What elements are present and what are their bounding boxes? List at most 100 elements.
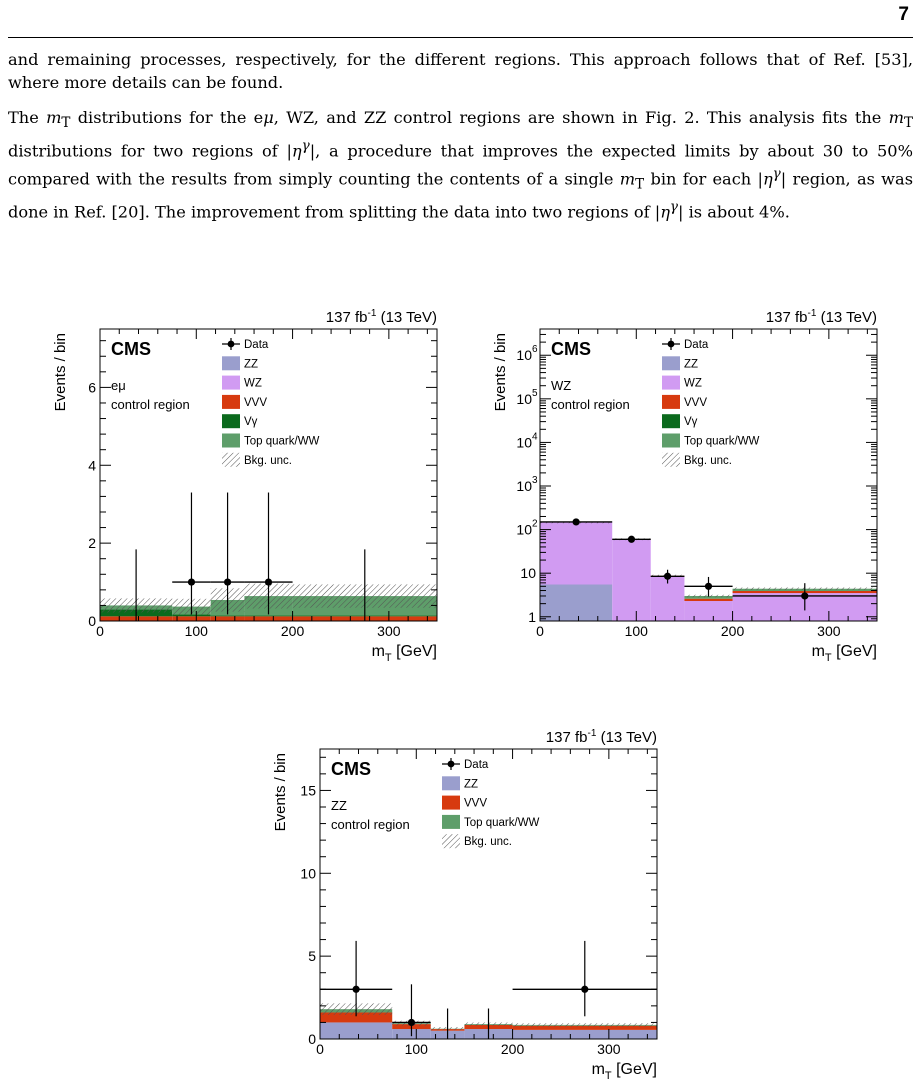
- x-tick-label: 300: [817, 623, 841, 639]
- x-axis-sub: T: [825, 652, 832, 664]
- x-tick-label: 200: [281, 623, 305, 639]
- legend-label: Top quark/WW: [244, 436, 320, 448]
- data-point: [704, 582, 713, 590]
- y-tick-exponent: 6: [532, 344, 538, 355]
- region-label: eμ: [111, 378, 126, 393]
- y-tick-exponent: 5: [532, 388, 538, 399]
- y-tick-label: 10: [520, 565, 536, 581]
- plot-frame: [539, 328, 878, 622]
- legend-data-marker: [447, 760, 455, 768]
- x-tick-label: 0: [536, 623, 544, 639]
- legend-label: Bkg. unc.: [464, 836, 512, 848]
- bar-WZ: [684, 601, 733, 621]
- legend-swatch: [222, 433, 240, 448]
- x-axis-title: mT [GeV]: [812, 643, 877, 664]
- x-tick-label: 0: [96, 623, 104, 639]
- lumi-exponent: -1: [808, 308, 817, 319]
- y-tick-label: 4: [88, 457, 96, 473]
- data-point: [663, 572, 672, 580]
- x-axis-var: m: [372, 643, 385, 660]
- legend-swatch: [662, 433, 680, 448]
- lumi-value: 137 fb: [766, 309, 808, 326]
- legend-label: ZZ: [244, 358, 258, 370]
- y-tick-label: 15: [300, 782, 316, 798]
- lumi-value: 137 fb: [326, 309, 368, 326]
- bar-ZZ: [540, 584, 613, 621]
- y-tick-label: 10: [300, 865, 316, 881]
- legend-swatch: [442, 795, 460, 810]
- x-tick-label: 300: [597, 1041, 621, 1057]
- bar-ZZ: [320, 1022, 393, 1039]
- bar-VVV: [172, 616, 211, 621]
- data-point: [407, 1018, 416, 1027]
- bar-Vγ: [210, 615, 245, 617]
- y-tick-label: 1: [528, 609, 536, 625]
- x-axis-title: mT [GeV]: [592, 1061, 657, 1082]
- x-tick-label: 100: [185, 623, 209, 639]
- data-point: [581, 985, 589, 993]
- region-label: control region: [111, 397, 190, 412]
- bar-VVV: [320, 1012, 393, 1023]
- region-label: ZZ: [331, 798, 347, 813]
- bar-Top quark/WW: [684, 595, 733, 599]
- lumi-label: 137 fb-1 (13 TeV): [546, 728, 657, 746]
- region-label: WZ: [551, 378, 571, 393]
- legend-swatch: [222, 394, 240, 409]
- data-point: [801, 592, 809, 600]
- legend-label: ZZ: [464, 778, 478, 790]
- x-axis-var: m: [592, 1061, 605, 1078]
- legend-label: WZ: [684, 378, 702, 390]
- legend-swatch: [662, 394, 680, 409]
- legend-label: ZZ: [684, 358, 698, 370]
- legend-label: Data: [464, 759, 489, 771]
- data-point: [572, 518, 580, 526]
- x-axis-unit: [GeV]: [832, 643, 877, 660]
- x-tick-label: 300: [377, 623, 401, 639]
- legend-swatch: [662, 356, 680, 371]
- legend-label: Top quark/WW: [464, 817, 540, 829]
- legend-swatch: [222, 375, 240, 390]
- y-tick-label: 10: [516, 347, 532, 363]
- y-axis-title: Events / bin: [52, 333, 69, 411]
- legend-label: WZ: [244, 378, 262, 390]
- legend-swatch: [662, 375, 680, 390]
- uncertainty-band: [512, 1023, 657, 1027]
- x-tick-label: 200: [501, 1041, 525, 1057]
- y-tick-label: 10: [516, 522, 532, 538]
- y-tick-label: 6: [88, 379, 96, 395]
- legend-swatch-bkg-unc: [662, 452, 680, 467]
- legend-label: VVV: [244, 397, 267, 409]
- y-tick-label: 5: [308, 948, 316, 964]
- data-point: [352, 985, 360, 993]
- paragraph-1: and remaining processes, respectively, f…: [8, 50, 913, 92]
- paragraph-2: The mT distributions for the eμ, WZ, and…: [8, 108, 913, 222]
- legend-swatch: [442, 776, 460, 791]
- legend-label: VVV: [464, 798, 487, 810]
- lumi-energy: (13 TeV): [596, 729, 657, 746]
- bar-VVV: [512, 1025, 657, 1030]
- legend-label: Top quark/WW: [684, 436, 760, 448]
- legend-label: Vγ: [684, 416, 698, 428]
- plot-frame: [99, 328, 438, 622]
- lumi-value: 137 fb: [546, 729, 588, 746]
- y-tick-exponent: 4: [532, 431, 538, 442]
- legend-label: Bkg. unc.: [244, 455, 292, 467]
- bar-Vγ: [172, 614, 211, 617]
- plot-frame: [319, 748, 658, 1040]
- y-tick-label: 0: [88, 613, 96, 629]
- bar-WZ: [650, 576, 685, 621]
- bar-WZ: [540, 522, 613, 585]
- legend-label: Bkg. unc.: [684, 455, 732, 467]
- data-point: [187, 578, 196, 586]
- x-tick-label: 100: [405, 1041, 429, 1057]
- chart-emu-control-region: 0 100 200 300 0 2 4 6 137 fb-1 (13 TeV) CMS eμ cont…: [52, 308, 438, 664]
- bar-Vγ: [244, 615, 293, 617]
- bar-ZZ: [512, 1029, 657, 1039]
- y-tick-exponent: 3: [532, 475, 538, 486]
- x-tick-label: 200: [721, 623, 745, 639]
- legend-data-marker: [227, 340, 235, 348]
- legend-data-marker: [667, 340, 675, 348]
- legend-swatch: [222, 356, 240, 371]
- data-point: [223, 578, 232, 586]
